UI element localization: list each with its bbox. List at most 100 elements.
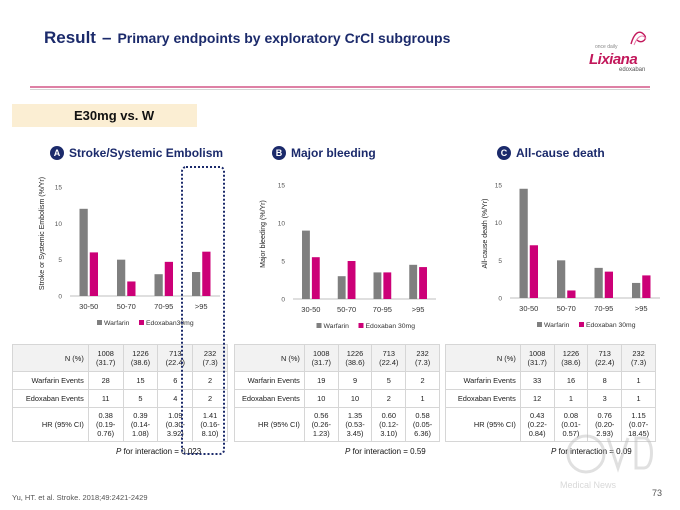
n-label: N (%)	[12, 344, 89, 372]
hr-cell: 0.38 (0.19- 0.76)	[87, 407, 124, 442]
table-stroke-se: N (%) 1008 (31.7) 1226 (38.6) 713 (22.4) 23…	[12, 344, 228, 442]
legend-swatch-edoxaban	[139, 320, 144, 325]
y-tick-label: 5	[58, 257, 62, 264]
title-dash: –	[101, 28, 112, 47]
bar-edoxaban	[164, 261, 173, 296]
cell: 8	[587, 371, 623, 390]
bar-edoxaban	[419, 267, 427, 299]
cell: 33	[519, 371, 555, 390]
watermark: Medical News	[556, 420, 656, 500]
panel-c-title: All-cause death	[516, 145, 605, 160]
bar-edoxaban	[311, 257, 320, 299]
panel-c-letter: C	[497, 145, 511, 160]
bar-warfarin	[409, 264, 418, 299]
table-major-bleeding: N (%) 1008 (31.7) 1226 (38.6) 713 (22.4) 23…	[234, 344, 440, 442]
bar-warfarin	[117, 259, 126, 296]
cell: 3	[587, 389, 623, 408]
row-label: HR (95% CI)	[445, 407, 521, 442]
n-cell: 1008 (31.7)	[303, 344, 339, 372]
bar-edoxaban	[529, 245, 538, 298]
x-tick-label: 70-95	[594, 304, 613, 313]
n-cell: 232 (7.3)	[621, 344, 656, 372]
bar-warfarin	[302, 230, 310, 299]
p-interaction-a: P for interaction = 0.023	[116, 447, 202, 456]
logo-generic: edoxaban	[619, 67, 646, 73]
hr-cell: 0.60 (0.12- 3.10)	[371, 407, 407, 442]
row-label: Warfarin Events	[12, 371, 89, 390]
cell: 19	[303, 371, 339, 390]
table-row-hr: HR (95% CI) 0.38 (0.19- 0.76) 0.39 (0.14- 1.…	[12, 407, 228, 442]
x-tick-label: 50-70	[117, 302, 136, 311]
y-tick-label: 5	[281, 259, 285, 266]
legend-label-edoxaban: Edoxaban30mg	[146, 320, 194, 327]
y-tick-label: 10	[55, 221, 63, 228]
cell: 1	[553, 389, 589, 408]
comparison-label-box: E30mg vs. W	[12, 104, 197, 127]
n-label: N (%)	[445, 344, 521, 372]
row-label: Warfarin Events	[234, 371, 305, 390]
p-interaction-c: P for interaction = 0.09	[551, 447, 632, 456]
cell: 2	[192, 371, 228, 390]
table-row-warfarin: Warfarin Events 33 16 8 1	[445, 371, 656, 390]
cell: 28	[87, 371, 124, 390]
cell: 1	[621, 389, 656, 408]
bar-warfarin	[632, 282, 641, 298]
y-axis-label: Major bleeding (%/Yr)	[260, 200, 267, 268]
n-cell: 1008 (31.7)	[87, 344, 124, 372]
table-row-hr: HR (95% CI) 0.56 (0.26- 1.23) 1.35 (0.53- 3.…	[234, 407, 440, 442]
n-cell: 1226 (38.6)	[553, 344, 589, 372]
hr-cell: 0.58 (0.05- 6.36)	[405, 407, 440, 442]
citation: Yu, HT. et al. Stroke. 2018;49:2421-2429	[12, 493, 148, 502]
x-tick-label: 70-95	[154, 302, 173, 311]
table-all-cause-death: N (%) 1008 (31.7) 1226 (38.6) 713 (22.4) 23…	[445, 344, 656, 442]
hr-cell: 0.39 (0.14- 1.08)	[122, 407, 159, 442]
cell: 10	[337, 389, 373, 408]
legend-swatch-edoxaban	[358, 323, 364, 328]
y-tick-label: 5	[498, 258, 502, 265]
cell: 1	[621, 371, 656, 390]
cell: 11	[87, 389, 124, 408]
hr-cell: 1.09 (0.30- 3.92)	[157, 407, 194, 442]
row-label: Edoxaban Events	[234, 389, 305, 408]
logo-brand: Lixiana	[589, 51, 638, 68]
bar-warfarin	[519, 188, 528, 298]
cell: 2	[371, 389, 407, 408]
legend-label-edoxaban: Edoxaban 30mg	[586, 322, 636, 329]
panel-b-heading: B Major bleeding	[272, 144, 376, 162]
n-cell: 713 (22.4)	[371, 344, 407, 372]
panel-b-title: Major bleeding	[291, 145, 376, 160]
watermark-text: Medical News	[560, 480, 617, 490]
panel-b-letter: B	[272, 145, 286, 160]
legend-swatch-warfarin	[97, 320, 102, 325]
cell: 1	[405, 389, 440, 408]
page-number: 73	[652, 488, 663, 498]
x-tick-label: 50-70	[337, 305, 356, 314]
panel-a-letter: A	[50, 145, 64, 160]
cell: 9	[337, 371, 373, 390]
hr-cell: 0.43 (0.22- 0.84)	[519, 407, 555, 442]
bar-warfarin	[337, 276, 346, 299]
n-cell: 713 (22.4)	[587, 344, 623, 372]
header-divider	[30, 86, 650, 88]
row-label: Edoxaban Events	[12, 389, 89, 408]
x-tick-label: 30-50	[79, 302, 98, 311]
n-cell: 1008 (31.7)	[519, 344, 555, 372]
n-cell: 232 (7.3)	[192, 344, 228, 372]
table-header-row: N (%) 1008 (31.7) 1226 (38.6) 713 (22.4) 23…	[445, 344, 656, 372]
logo-small-text: once daily	[595, 44, 618, 50]
y-tick-label: 15	[278, 183, 286, 190]
legend-swatch-warfarin	[537, 322, 542, 327]
hr-cell: 0.56 (0.26- 1.23)	[303, 407, 339, 442]
slide-title: Result – Primary endpoints by exploratory …	[44, 28, 450, 48]
table-row-warfarin: Warfarin Events 19 9 5 2	[234, 371, 440, 390]
y-tick-label: 10	[495, 220, 503, 227]
cell: 10	[303, 389, 339, 408]
cell: 15	[122, 371, 159, 390]
hr-cell: 1.15 (0.07- 18.45)	[621, 407, 656, 442]
legend-swatch-edoxaban	[579, 322, 584, 327]
cell: 2	[405, 371, 440, 390]
title-text: Primary endpoints by exploratory CrCl su…	[117, 30, 451, 46]
n-label: N (%)	[234, 344, 305, 372]
